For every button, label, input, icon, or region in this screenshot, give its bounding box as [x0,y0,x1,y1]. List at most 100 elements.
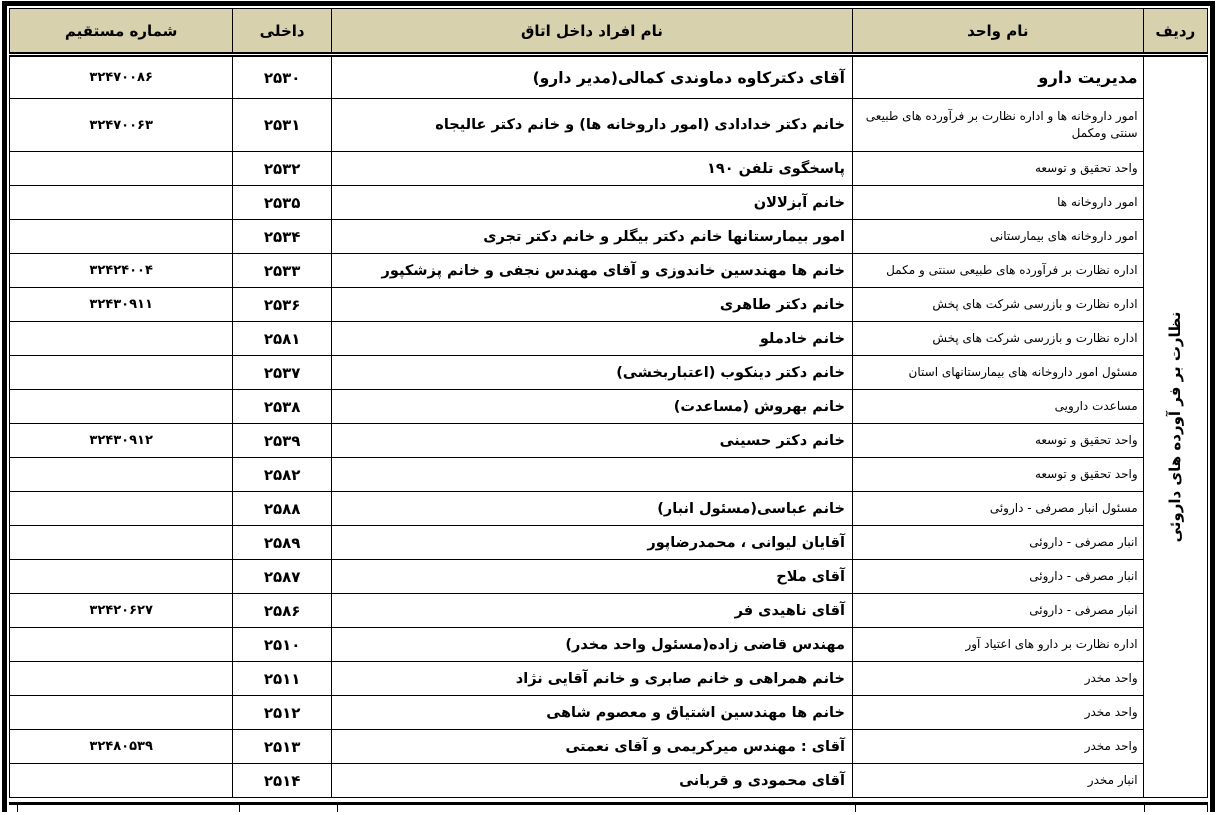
extension-cell: ۲۵۳۴ [232,219,332,254]
people-cell: خانم دکتر طاهری [330,287,853,322]
people-cell: آقای ملاح [330,559,853,594]
direct-number-cell [8,219,234,254]
extension-cell: ۲۵۳۲ [232,151,332,186]
people-cell: خانم خادملو [330,321,853,356]
extension-cell: ۲۵۳۹ [232,423,332,458]
header-row: ردیف نام واحد نام افراد داخل اتاق داخلی … [8,8,1209,57]
direct-number-cell [8,661,234,696]
direct-number-cell: ۳۲۴۷۰۰۸۶ [8,54,234,99]
unit-cell: واحد تحقیق و توسعه [851,151,1144,186]
stub-extension-column [239,805,337,812]
direct-number-cell [8,627,234,662]
people-cell: آقایان لیوانی ، محمدرضاپور [330,525,853,560]
table-row: اداره نظارت و بازرسی شرکت های پخش خانم خا… [8,321,1208,356]
direct-number-cell: ۳۲۴۲۰۶۲۷ [8,593,234,628]
table-row: امور داروخانه های بیمارستانی امور بیمارست… [8,219,1208,254]
direct-number-cell: ۳۲۴۳۰۹۱۲ [8,423,234,458]
extension-cell: ۲۵۸۷ [232,559,332,594]
extension-cell: ۲۵۸۸ [232,491,332,526]
direct-number-cell: ۳۲۴۲۴۰۰۴ [8,253,234,288]
people-cell: خانم دکتر دینکوب (اعتباربخشی) [330,355,853,390]
table-row: واحد مخدر آقای : مهندس میرکریمی و آقای نع… [8,729,1208,764]
table-row: واحد تحقیق و توسعه خانم دکتر حسینی ۲۵۳۹ ۳۲۴… [8,423,1208,458]
header-extension: داخلی [232,8,332,57]
direct-number-cell: ۳۲۴۷۰۰۶۳ [8,98,234,152]
people-cell: آقای ناهیدی فر [330,593,853,628]
table-row: واحد مخدر خانم همراهی و خانم صابری و خانم… [8,661,1208,696]
table-row: مسئول انبار مصرفی - داروئی خانم عباسی(مسئ… [8,491,1208,526]
unit-cell: انبار مصرفی - داروئی [851,593,1144,628]
section-vertical-label: نظارت بر فر آورده های داروئی [1166,311,1185,543]
extension-cell: ۲۵۳۷ [232,355,332,390]
header-radif: ردیف [1142,8,1209,57]
unit-cell: انبار مصرفی - داروئی [851,525,1144,560]
unit-cell: مدیریت دارو [851,54,1144,99]
unit-cell: اداره نظارت و بازرسی شرکت های پخش [851,321,1144,356]
people-cell: خانم ها مهندسین خاندوزی و آقای مهندس نجف… [330,253,853,288]
phone-directory-table: ردیف نام واحد نام افراد داخل اتاق داخلی … [8,8,1209,798]
header-people-in-room: نام افراد داخل اتاق [330,8,853,57]
people-cell: خانم ها مهندسین اشتیاق و معصوم شاهی [330,695,853,730]
unit-cell: انبار مصرفی - داروئی [851,559,1144,594]
direct-number-cell [8,151,234,186]
extension-cell: ۲۵۸۱ [232,321,332,356]
extension-cell: ۲۵۱۰ [232,627,332,662]
people-cell: خانم عباسی(مسئول انبار) [330,491,853,526]
table-row: اداره نظارت بر فرآورده های طبیعی سنتی و … [8,253,1208,288]
stub-people-column [337,805,855,812]
table-row: انبار مصرفی - داروئی آقایان لیوانی ، محمد… [8,525,1208,560]
direct-number-cell [8,763,234,798]
people-cell: مهندس قاضی زاده(مسئول واحد مخدر) [330,627,853,662]
extension-cell: ۲۵۱۲ [232,695,332,730]
unit-cell: امور داروخانه ها [851,185,1144,220]
extension-cell: ۲۵۱۳ [232,729,332,764]
extension-cell: ۲۵۳۳ [232,253,332,288]
direct-number-cell: ۳۲۴۸۰۵۳۹ [8,729,234,764]
unit-cell: امور داروخانه های بیمارستانی [851,219,1144,254]
stub-unit-column [855,805,1144,812]
extension-cell: ۲۵۸۹ [232,525,332,560]
table-row: واحد تحقیق و توسعه پاسخگوی تلفن ۱۹۰ ۲۵۳۲ [8,151,1208,186]
extension-cell: ۲۵۳۵ [232,185,332,220]
people-cell [330,457,853,492]
unit-cell: اداره نظارت بر دارو های اعتیاد آور [851,627,1144,662]
people-cell: آقای محمودی و قربانی [330,763,853,798]
extension-cell: ۲۵۸۲ [232,457,332,492]
extension-cell: ۲۵۳۶ [232,287,332,322]
table-row: اداره نظارت و بازرسی شرکت های پخش خانم دک… [8,287,1208,322]
direct-number-cell [8,389,234,424]
table-row: واحد مخدر خانم ها مهندسین اشتیاق و معصوم … [8,695,1208,730]
unit-cell: اداره نظارت و بازرسی شرکت های پخش [851,287,1144,322]
unit-cell: اداره نظارت بر فرآورده های طبیعی سنتی و … [851,253,1144,288]
direct-number-cell [8,695,234,730]
extension-cell: ۲۵۳۸ [232,389,332,424]
people-cell: خانم دکتر حسینی [330,423,853,458]
stub-direct-column [17,805,239,812]
header-direct-number: شماره مستقیم [8,8,234,57]
people-cell: آقای دکترکاوه دماوندی کمالی(مدیر دارو) [330,54,853,99]
direct-number-cell [8,321,234,356]
people-cell: امور بیمارستانها خانم دکتر بیگلر و خانم … [330,219,853,254]
people-cell: خانم همراهی و خانم صابری و خانم آقایی نژ… [330,661,853,696]
people-cell: خانم دکتر خدادادی (امور داروخانه ها) و خ… [330,98,853,152]
extension-cell: ۲۵۸۶ [232,593,332,628]
people-cell: آقای : مهندس میرکریمی و آقای نعمتی [330,729,853,764]
unit-cell: واحد تحقیق و توسعه [851,457,1144,492]
people-cell: خانم آبزلالان [330,185,853,220]
extension-cell: ۲۵۳۰ [232,54,332,99]
unit-cell: واحد مخدر [851,729,1144,764]
unit-cell: واحد مخدر [851,661,1144,696]
direct-number-cell [8,491,234,526]
unit-cell: امور داروخانه ها و اداره نظارت بر فرآورد… [851,98,1144,152]
extension-cell: ۲۵۱۱ [232,661,332,696]
unit-cell: واحد مخدر [851,695,1144,730]
table-row: مساعدت دارویی خانم بهروش (مساعدت) ۲۵۳۸ [8,389,1208,424]
table-row: مسئول امور داروخانه های بیمارستانهای است… [8,355,1208,390]
table-row: انبار مصرفی - داروئی آقای ناهیدی فر ۲۵۸۶ ۳۲… [8,593,1208,628]
section-divider-rule [9,802,1208,805]
direct-number-cell [8,525,234,560]
unit-cell: مسئول امور داروخانه های بیمارستانهای است… [851,355,1144,390]
extension-cell: ۲۵۳۱ [232,98,332,152]
